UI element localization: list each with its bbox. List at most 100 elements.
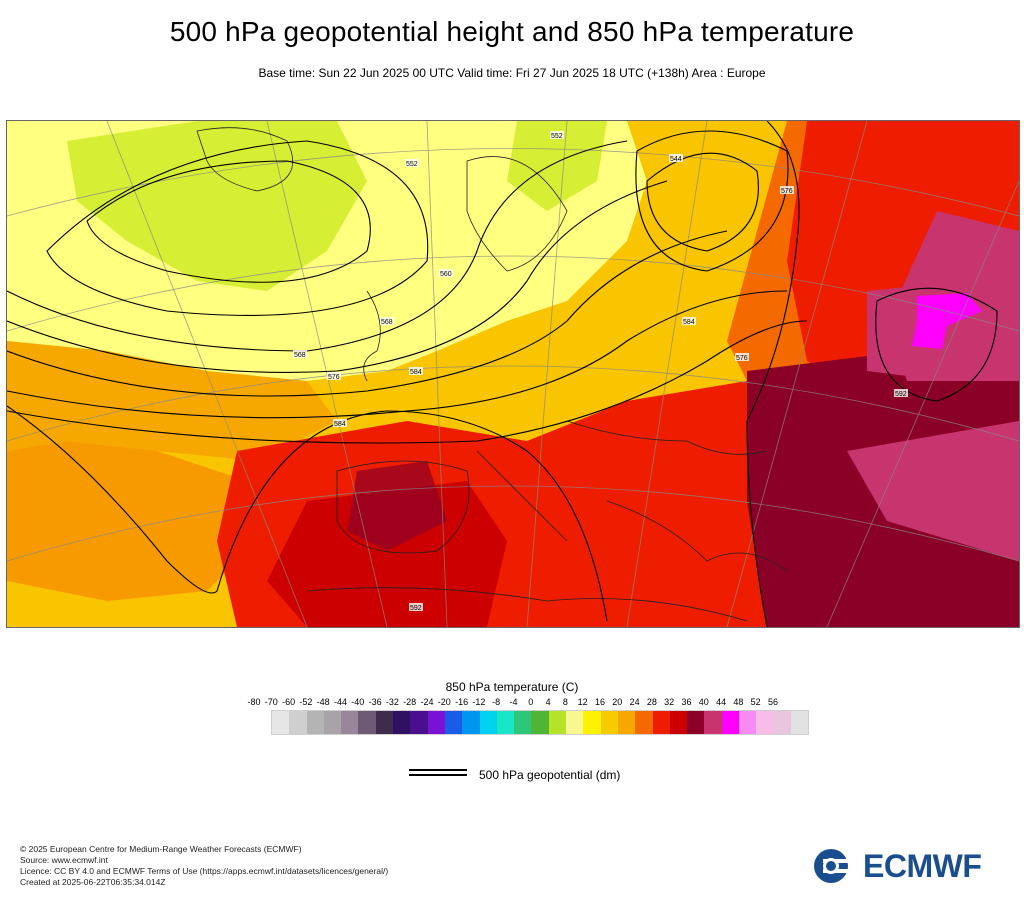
contour-label-0: 544 [670, 156, 682, 163]
colorbar-swatch [306, 711, 324, 734]
colorbar-tick-label: 16 [594, 697, 605, 707]
colorbar-swatch [358, 711, 376, 734]
colorbar-swatch [548, 711, 567, 734]
colorbar-swatch [427, 711, 445, 734]
colorbar-swatch [600, 711, 618, 734]
temp-fill-green [67, 121, 367, 291]
colorbar-swatch [617, 711, 636, 734]
colorbar-tick-label: -4 [509, 697, 518, 707]
colorbar-swatch [635, 711, 653, 734]
footer-copyright: © 2025 European Centre for Medium-Range … [20, 844, 302, 854]
contour-label-12: 576 [781, 188, 793, 195]
colorbar-tick-label: -32 [385, 697, 399, 707]
footer-created: Created at 2025-06-22T06:35:34.014Z [20, 877, 166, 887]
colorbar-swatch [790, 711, 809, 734]
temp-fill-pink-e [847, 421, 1019, 561]
contour-label-11: 584 [683, 319, 695, 326]
colorbar-tick-label: 36 [681, 697, 692, 707]
temperature-colorbar [271, 710, 810, 735]
contour-label-2: 560 [440, 271, 452, 278]
colorbar-swatch [687, 711, 705, 734]
contour-label-1: 552 [406, 161, 418, 168]
colorbar-tick-label: 12 [577, 697, 588, 707]
colorbar-swatch [739, 711, 757, 734]
chart-title: 500 hPa geopotential height and 850 hPa … [169, 16, 855, 47]
colorbar-tick-label: -16 [455, 697, 469, 707]
chart-subtitle: Base time: Sun 22 Jun 2025 00 UTC Valid … [258, 66, 766, 80]
colorbar-tick-label: 4 [545, 697, 551, 707]
contour-key-line [409, 769, 467, 776]
colorbar-tick-label: -20 [437, 697, 451, 707]
colorbar-tick-label: 56 [767, 697, 778, 707]
colorbar-tick-label: -8 [492, 697, 501, 707]
colorbar-swatch [652, 711, 670, 734]
contour-label-3: 568 [294, 352, 306, 359]
contour-label-9: 584 [410, 369, 422, 376]
colorbar-swatch [462, 711, 480, 734]
colorbar-tick-label: 44 [716, 697, 727, 707]
colorbar-tick-label: -52 [299, 697, 313, 707]
colorbar-swatch [514, 711, 532, 734]
ecmwf-logo: ECMWF [813, 848, 1008, 884]
contour-key-label: 500 hPa geopotential (dm) [479, 768, 621, 782]
temp-fill-darkred [267, 481, 507, 627]
contour-label-4: 576 [328, 374, 340, 381]
colorbar-tick-label: -28 [403, 697, 417, 707]
contour-label-6: 592 [410, 605, 422, 612]
colorbar-swatch [531, 711, 549, 734]
contour-key: 500 hPa geopotential (dm) [409, 766, 639, 784]
legend-tick-labels: -80 -70 -60 -52 -48 -44 -40 -36 -32 -28 -24 -20 -16-… [236, 697, 788, 709]
colorbar-tick-label: 40 [698, 697, 709, 707]
colorbar-tick-label: 20 [612, 697, 623, 707]
colorbar-tick-label: -24 [420, 697, 434, 707]
colorbar-tick-label: -12 [472, 697, 486, 707]
colorbar-tick-label: 0 [528, 697, 534, 707]
colorbar-tick-label: 24 [629, 697, 640, 707]
colorbar-tick-label: 8 [562, 697, 568, 707]
colorbar-swatch [272, 711, 290, 734]
map-svg: 544 552 560 568 576 584 592 552 576 584 … [7, 121, 1019, 627]
colorbar-tick-label: 48 [733, 697, 744, 707]
colorbar-tick-label: -44 [333, 697, 347, 707]
colorbar-swatch [410, 711, 428, 734]
ecmwf-logo-icon [814, 849, 859, 883]
contour-labels: 544 552 560 568 576 584 592 552 576 584 … [293, 131, 908, 612]
colorbar-swatch [289, 711, 307, 734]
contour-label-10: 592 [895, 391, 907, 398]
colorbar-tick-label: -48 [316, 697, 330, 707]
colorbar-swatch [323, 711, 342, 734]
footer-licence: Licence: CC BY 4.0 and ECMWF Terms of Us… [20, 866, 389, 876]
colorbar-swatch [669, 711, 688, 734]
colorbar-tick-label: 52 [750, 697, 761, 707]
colorbar-swatch [704, 711, 722, 734]
colorbar-tick-label: -40 [351, 697, 365, 707]
colorbar-swatch [756, 711, 774, 734]
colorbar-swatch [479, 711, 497, 734]
temp-fill-orange [7, 441, 257, 601]
temp-fill-amber [7, 341, 337, 461]
temp-fill-green-2 [507, 121, 607, 211]
colorbar-swatch [393, 711, 411, 734]
contour-label-13: 568 [381, 319, 393, 326]
colorbar-tick-label: 32 [664, 697, 675, 707]
colorbar-tick-label: -70 [264, 697, 278, 707]
footer: © 2025 European Centre for Medium-Range … [20, 844, 388, 888]
colorbar-swatch [721, 711, 740, 734]
colorbar-swatch [583, 711, 601, 734]
forecast-map: 544 552 560 568 576 584 592 552 576 584 … [6, 120, 1020, 628]
geopotential-contours [7, 121, 998, 627]
ecmwf-logo-text: ECMWF [863, 848, 982, 884]
colorbar-swatch [773, 711, 791, 734]
colorbar-swatch [341, 711, 359, 734]
colorbar-tick-label: -60 [282, 697, 296, 707]
contour-label-8: 576 [736, 355, 748, 362]
colorbar-swatch [375, 711, 394, 734]
colorbar-tick-label: -80 [247, 697, 261, 707]
colorbar-swatch [566, 711, 584, 734]
colorbar-tick-label: -36 [368, 697, 382, 707]
legend-title: 850 hPa temperature (C) [445, 680, 579, 694]
colorbar-tick-label: 28 [646, 697, 657, 707]
temp-fill-maroon-iberia [347, 461, 447, 551]
footer-source: Source: www.ecmwf.int [20, 855, 108, 865]
colorbar-swatch [496, 711, 515, 734]
